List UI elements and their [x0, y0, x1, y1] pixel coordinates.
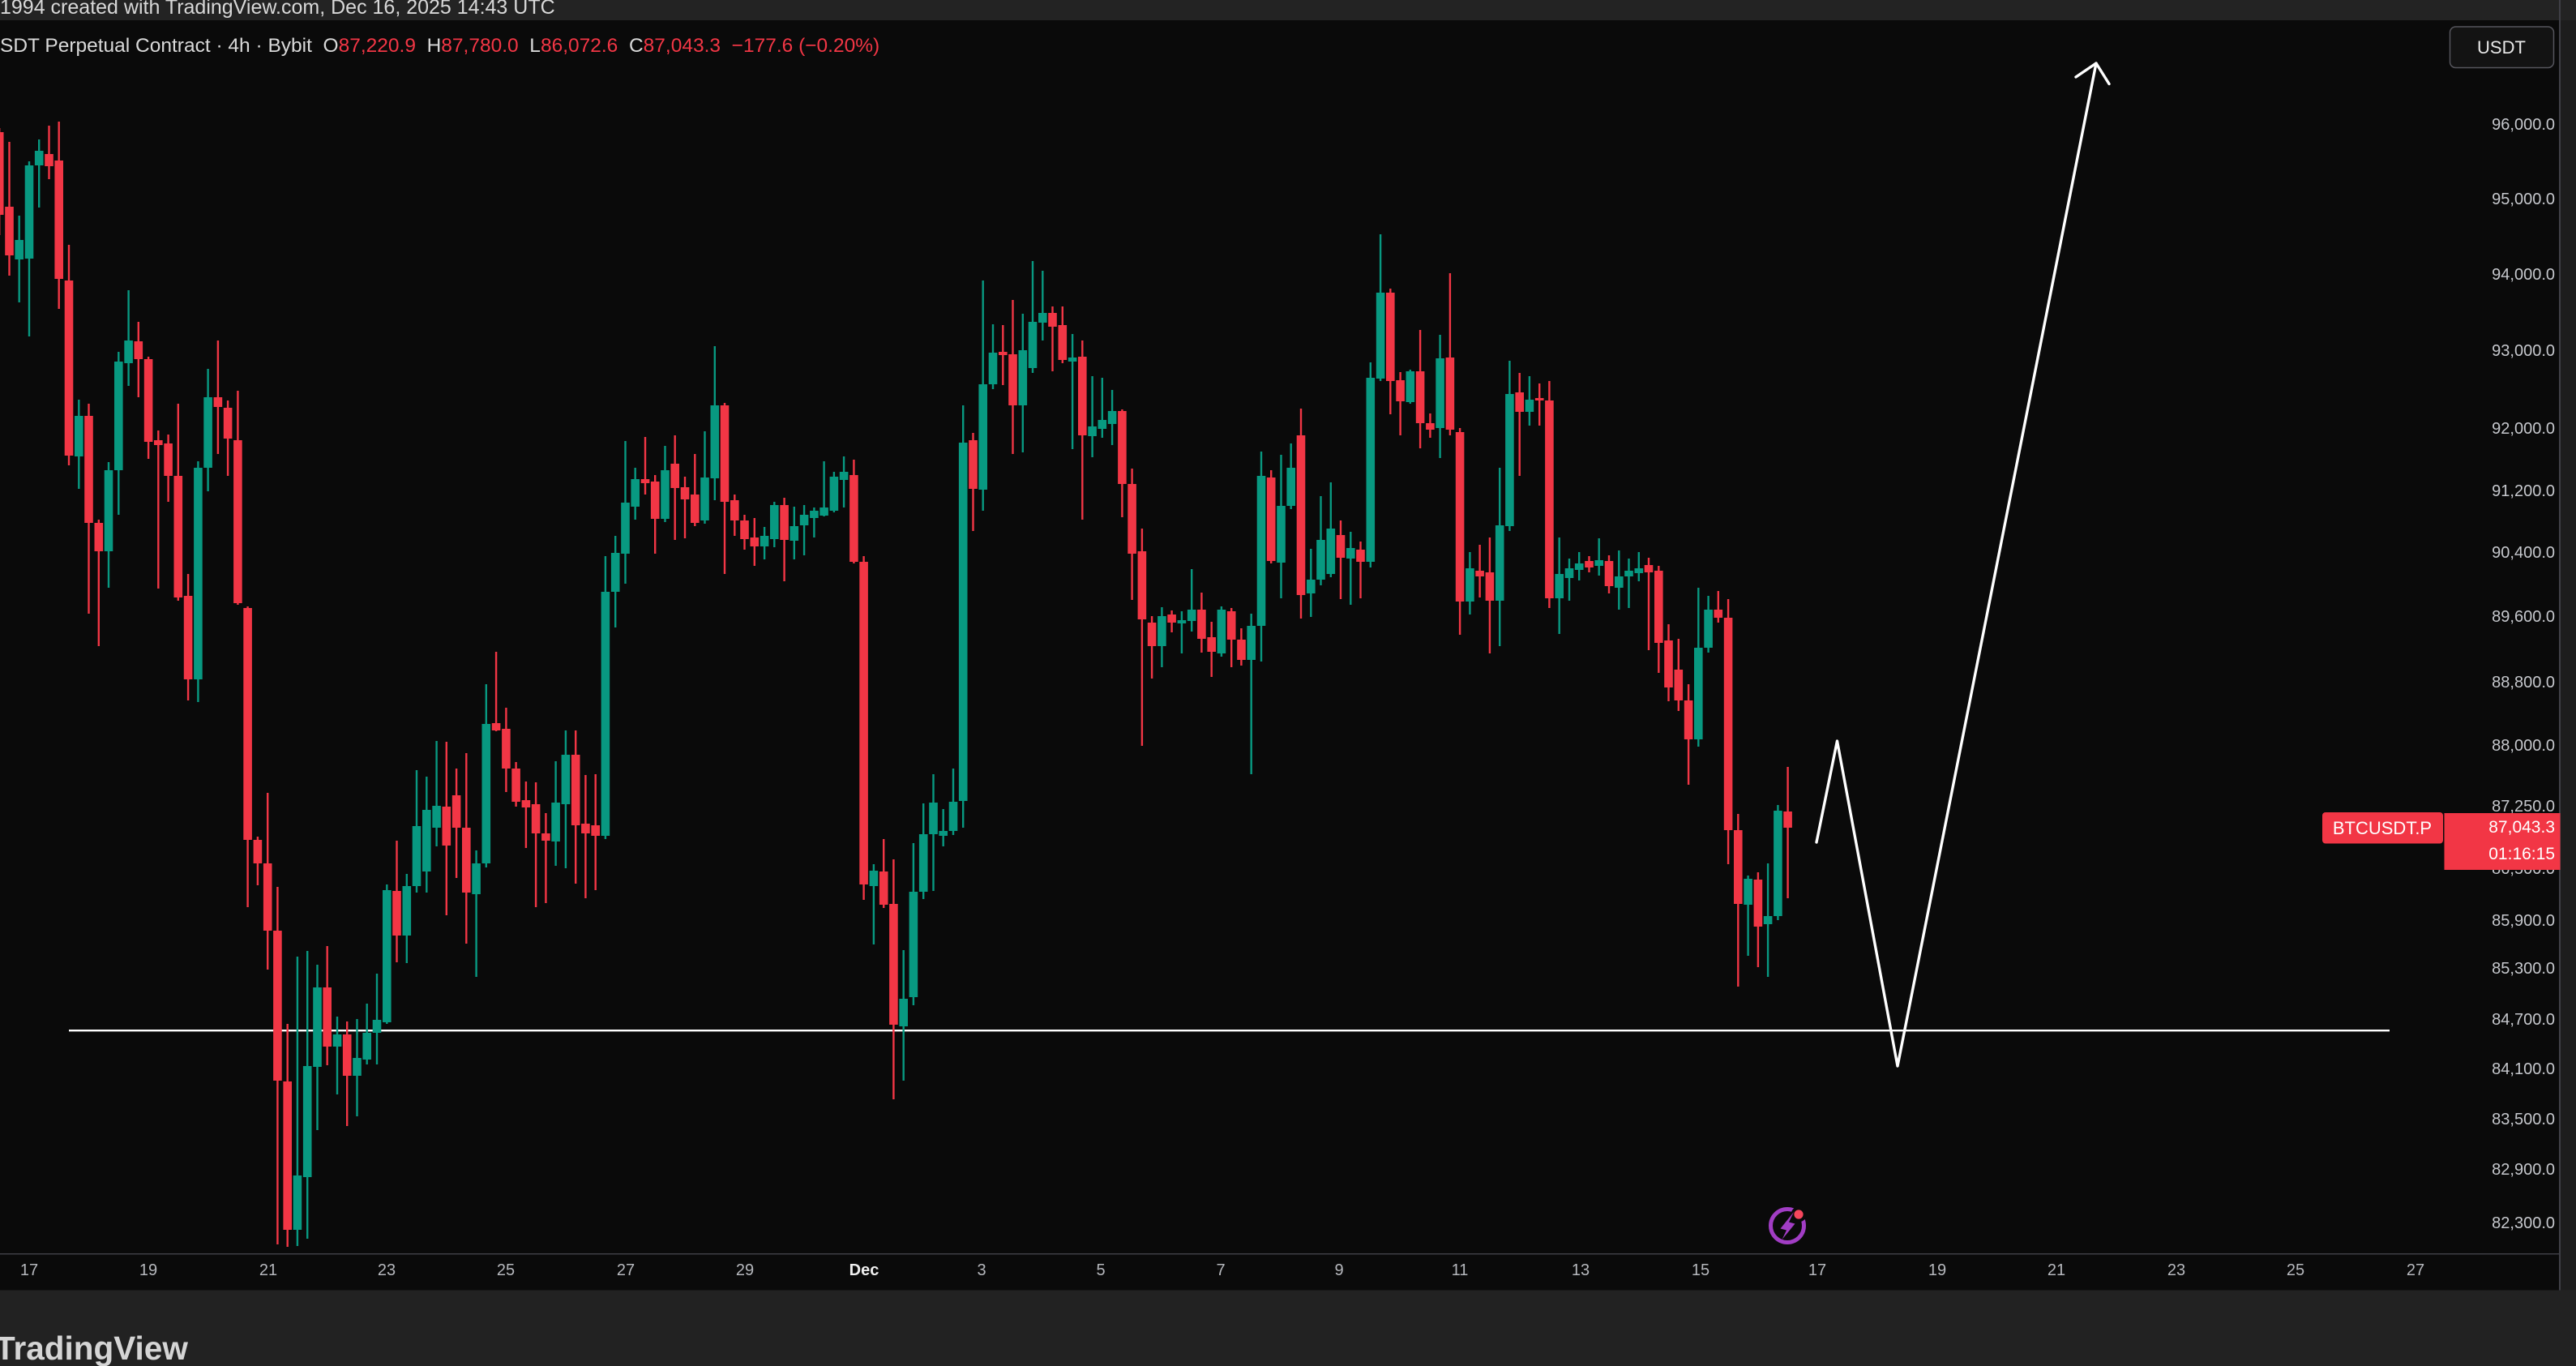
svg-text:15: 15: [1692, 1261, 1709, 1279]
svg-text:3: 3: [977, 1261, 986, 1279]
svg-text:21: 21: [2048, 1261, 2065, 1279]
svg-text:SDT Perpetual Contract · 4h ·: SDT Perpetual Contract · 4h · Bybit O87,…: [0, 35, 879, 57]
svg-text:87,250.0: 87,250.0: [2492, 798, 2555, 816]
svg-text:19: 19: [1928, 1261, 1946, 1279]
svg-text:84,100.0: 84,100.0: [2492, 1060, 2555, 1078]
svg-text:92,000.0: 92,000.0: [2492, 420, 2555, 438]
svg-text:1994 created with TradingView.: 1994 created with TradingView.com, Dec 1…: [0, 0, 555, 19]
svg-text:TradingView: TradingView: [0, 1330, 188, 1366]
svg-text:Dec: Dec: [849, 1261, 879, 1279]
svg-text:17: 17: [20, 1261, 38, 1279]
svg-text:88,000.0: 88,000.0: [2492, 737, 2555, 755]
svg-text:85,900.0: 85,900.0: [2492, 912, 2555, 930]
svg-text:17: 17: [1808, 1261, 1826, 1279]
svg-text:USDT: USDT: [2477, 37, 2526, 58]
svg-text:27: 27: [617, 1261, 635, 1279]
svg-text:82,900.0: 82,900.0: [2492, 1161, 2555, 1179]
svg-text:11: 11: [1452, 1261, 1469, 1279]
svg-text:29: 29: [736, 1261, 754, 1279]
svg-text:90,400.0: 90,400.0: [2492, 544, 2555, 562]
svg-text:93,000.0: 93,000.0: [2492, 342, 2555, 360]
svg-text:01:16:15: 01:16:15: [2488, 845, 2555, 863]
svg-text:84,700.0: 84,700.0: [2492, 1011, 2555, 1029]
svg-text:7: 7: [1216, 1261, 1225, 1279]
svg-text:19: 19: [139, 1261, 157, 1279]
svg-text:95,000.0: 95,000.0: [2492, 191, 2555, 208]
svg-text:23: 23: [378, 1261, 396, 1279]
svg-text:91,200.0: 91,200.0: [2492, 482, 2555, 500]
svg-text:94,000.0: 94,000.0: [2492, 266, 2555, 284]
svg-text:82,300.0: 82,300.0: [2492, 1214, 2555, 1232]
svg-text:85,300.0: 85,300.0: [2492, 960, 2555, 978]
svg-text:96,000.0: 96,000.0: [2492, 116, 2555, 134]
svg-text:88,800.0: 88,800.0: [2492, 674, 2555, 692]
svg-text:BTCUSDT.P: BTCUSDT.P: [2333, 818, 2432, 838]
svg-text:25: 25: [2287, 1261, 2304, 1279]
svg-text:25: 25: [497, 1261, 515, 1279]
svg-text:21: 21: [259, 1261, 277, 1279]
svg-text:5: 5: [1096, 1261, 1105, 1279]
svg-text:87,043.3: 87,043.3: [2488, 818, 2555, 837]
svg-text:9: 9: [1334, 1261, 1343, 1279]
svg-text:23: 23: [2167, 1261, 2185, 1279]
svg-text:89,600.0: 89,600.0: [2492, 608, 2555, 626]
svg-text:27: 27: [2407, 1261, 2424, 1279]
svg-text:13: 13: [1572, 1261, 1590, 1279]
svg-text:83,500.0: 83,500.0: [2492, 1111, 2555, 1128]
